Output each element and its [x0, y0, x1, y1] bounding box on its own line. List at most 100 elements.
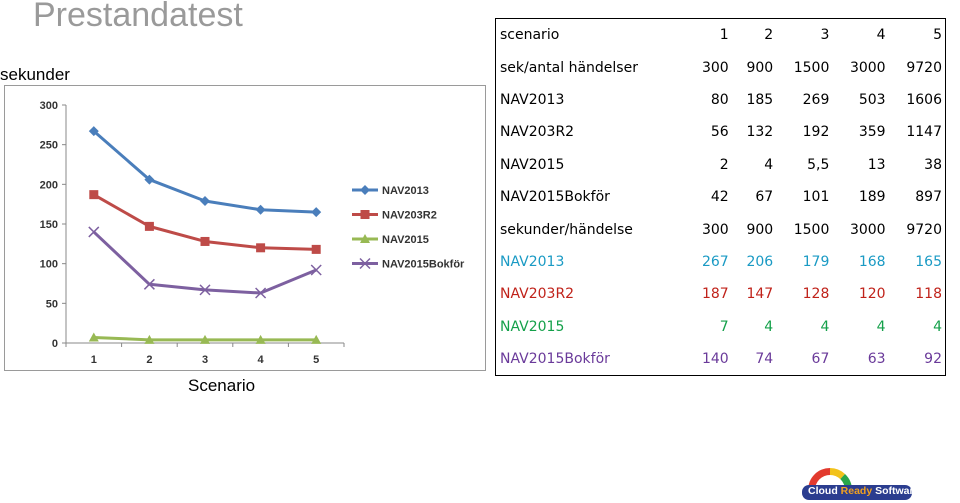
- table-row-label: scenario: [495, 18, 688, 52]
- data-point: [200, 236, 210, 246]
- line-chart: 0 50 100 150 200 250 300 1 2 3 4 5 NAV2013 NAV203R2…: [4, 85, 486, 371]
- table-row: scenario 1 2 3 4 5: [495, 18, 946, 52]
- table-cell: 1: [687, 18, 732, 52]
- data-point: [143, 278, 155, 290]
- legend-label: NAV2015: [382, 234, 429, 246]
- table-row: NAV203R2 187 147 128 120 118: [496, 278, 946, 310]
- slide-title: Prestandatest: [33, 0, 243, 34]
- data-point: [200, 195, 210, 206]
- table-cell: 4: [764, 318, 774, 335]
- data-point: [255, 334, 266, 344]
- table-cell: 5,5: [807, 156, 830, 173]
- table-cell: 101: [802, 189, 830, 206]
- data-point: [255, 287, 267, 299]
- data-point: [88, 226, 100, 238]
- table-row-label: NAV203R2: [500, 286, 575, 303]
- table-row-label: NAV2015: [500, 318, 565, 335]
- data-point: [144, 174, 155, 185]
- table-cell: 9720: [906, 221, 942, 238]
- logo-text: Cloud Ready Software: [808, 485, 919, 497]
- table-cell: 63: [832, 342, 889, 377]
- table-cell: 4: [764, 156, 774, 173]
- table-row-label: NAV2015Bokför: [495, 342, 688, 377]
- table-cell: 900: [746, 59, 774, 76]
- table-cell: 140: [687, 342, 732, 377]
- legend-item: NAV203R2: [352, 210, 437, 222]
- chart-frame: [4, 85, 486, 371]
- table-cell: 120: [858, 286, 886, 303]
- table-cell: 92: [888, 342, 946, 377]
- data-point: [144, 221, 154, 231]
- table-cell: 38: [924, 156, 942, 173]
- table-cell: 1500: [793, 221, 830, 238]
- table-cell: 300: [701, 221, 729, 238]
- table-cell: 128: [802, 286, 830, 303]
- table-row-label: NAV2013: [500, 91, 565, 108]
- legend-marker: [360, 185, 370, 195]
- x-tick-label: 2: [146, 354, 152, 366]
- table-cell: 3000: [849, 221, 886, 238]
- table-cell: 168: [858, 253, 886, 270]
- table-cell: 132: [746, 124, 774, 141]
- data-point: [89, 190, 99, 200]
- y-axis-title: sekunder: [0, 65, 70, 84]
- table-cell: 503: [858, 91, 886, 108]
- data-point: [255, 204, 266, 215]
- logo-text-ready: Ready: [840, 485, 873, 497]
- legend-marker: [360, 210, 370, 219]
- table-row: NAV203R2 56 132 192 359 1147: [496, 116, 946, 148]
- legend-label: NAV2015Bokför: [382, 259, 465, 271]
- table-row: NAV2015 7 4 4 4 4: [496, 311, 946, 343]
- table-cell: 3000: [849, 59, 886, 76]
- table-cell: 80: [710, 91, 729, 108]
- table-cell: 900: [746, 221, 774, 238]
- table-cell: 5: [888, 18, 946, 52]
- table-cell: 2: [719, 156, 729, 173]
- legend-marker: [359, 257, 371, 270]
- series-3: [88, 226, 322, 299]
- table-row: NAV2013 267 206 179 168 165: [496, 246, 946, 278]
- table-cell: 67: [755, 189, 774, 206]
- data-point: [310, 264, 322, 276]
- table-cell: 1147: [906, 124, 942, 141]
- data-point: [88, 332, 99, 342]
- cloud-ready-logo: [802, 468, 912, 500]
- table-cell: 9720: [906, 59, 942, 76]
- x-tick-label: 4: [258, 354, 265, 366]
- data-point: [311, 244, 321, 254]
- table-cell: 165: [915, 253, 942, 270]
- table-row: NAV2013 80 185 269 503 1606: [496, 84, 946, 116]
- table-row: NAV2015Bokför 42 67 101 189 897: [496, 181, 946, 213]
- table-row-label: sek/antal händelser: [500, 59, 638, 76]
- table-cell: 179: [802, 253, 830, 270]
- table-row-label: NAV2015Bokför: [500, 189, 610, 206]
- data-point: [311, 334, 322, 344]
- table-cell: 300: [701, 59, 729, 76]
- y-tick-label: 50: [46, 298, 58, 310]
- table-cell: 1606: [906, 91, 942, 108]
- table-cell: 185: [746, 91, 774, 108]
- x-tick-label: 1: [91, 354, 97, 366]
- x-axis-title: Scenario: [188, 376, 256, 395]
- table-cell: 4: [933, 318, 942, 335]
- y-tick-label: 150: [40, 219, 58, 231]
- y-tick-label: 0: [52, 338, 58, 350]
- table-cell: 4: [820, 318, 830, 335]
- data-point: [199, 284, 211, 296]
- table-row-label: sekunder/händelse: [500, 221, 633, 238]
- data-point: [311, 207, 322, 218]
- table-row-label: NAV2013: [500, 253, 565, 270]
- table-cell: 189: [858, 189, 886, 206]
- table-cell: 2: [731, 18, 777, 52]
- table-cell: 359: [858, 124, 886, 141]
- table-cell: 4: [876, 318, 886, 335]
- table-row: NAV2015 2 4 5,5 13 38: [496, 149, 946, 181]
- data-table: scenario 1 2 3 4 5 sek/antal händelser 300 900 15…: [495, 18, 946, 377]
- table-cell: 13: [867, 156, 886, 173]
- table-row: sekunder/händelse 300 900 1500 3000 9720: [496, 213, 946, 245]
- table-cell: 74: [731, 342, 777, 377]
- data-point: [144, 334, 155, 344]
- data-point: [256, 243, 266, 253]
- legend-item: NAV2015: [352, 234, 429, 246]
- table-row-label: NAV2015: [500, 156, 565, 173]
